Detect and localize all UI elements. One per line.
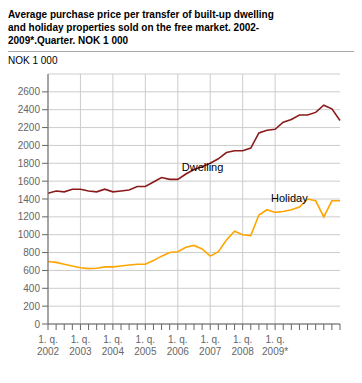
html-text:Average purchase price per tra: Average purchase price per transfer of b… [8,9,274,20]
svg-text:400: 400 [23,283,40,294]
svg-text:1600: 1600 [18,176,41,187]
svg-text:1. q.2002: 1. q.2002 [37,334,60,357]
svg-text:800: 800 [23,247,40,258]
html-text:2009*.Quarter. NOK 1 000: 2009*.Quarter. NOK 1 000 [8,35,129,46]
svg-text:Dwelling: Dwelling [182,161,224,173]
svg-text:1400: 1400 [18,194,41,205]
svg-text:1800: 1800 [18,158,41,169]
html-text:NOK 1 000: NOK 1 000 [8,55,58,66]
svg-text:2400: 2400 [18,104,41,115]
svg-text:1. q.2005: 1. q.2005 [134,334,157,357]
svg-text:2200: 2200 [18,122,41,133]
svg-text:600: 600 [23,265,40,276]
svg-text:2600: 2600 [18,86,41,97]
svg-text:Holiday: Holiday [271,192,308,204]
svg-text:1. q.2003: 1. q.2003 [69,334,92,357]
svg-text:1. q.2006: 1. q.2006 [167,334,190,357]
html-text:and holiday properties sold on: and holiday properties sold on the free … [8,22,260,33]
svg-text:2000: 2000 [18,140,41,151]
svg-text:1. q.2004: 1. q.2004 [102,334,125,357]
svg-text:1. q.2008: 1. q.2008 [232,334,255,357]
svg-text:0: 0 [34,319,40,330]
svg-text:1200: 1200 [18,211,41,222]
svg-text:1. q.2007: 1. q.2007 [199,334,222,357]
svg-text:1000: 1000 [18,229,41,240]
svg-text:1. q.2009*: 1. q.2009* [262,334,288,357]
svg-text:200: 200 [23,301,40,312]
